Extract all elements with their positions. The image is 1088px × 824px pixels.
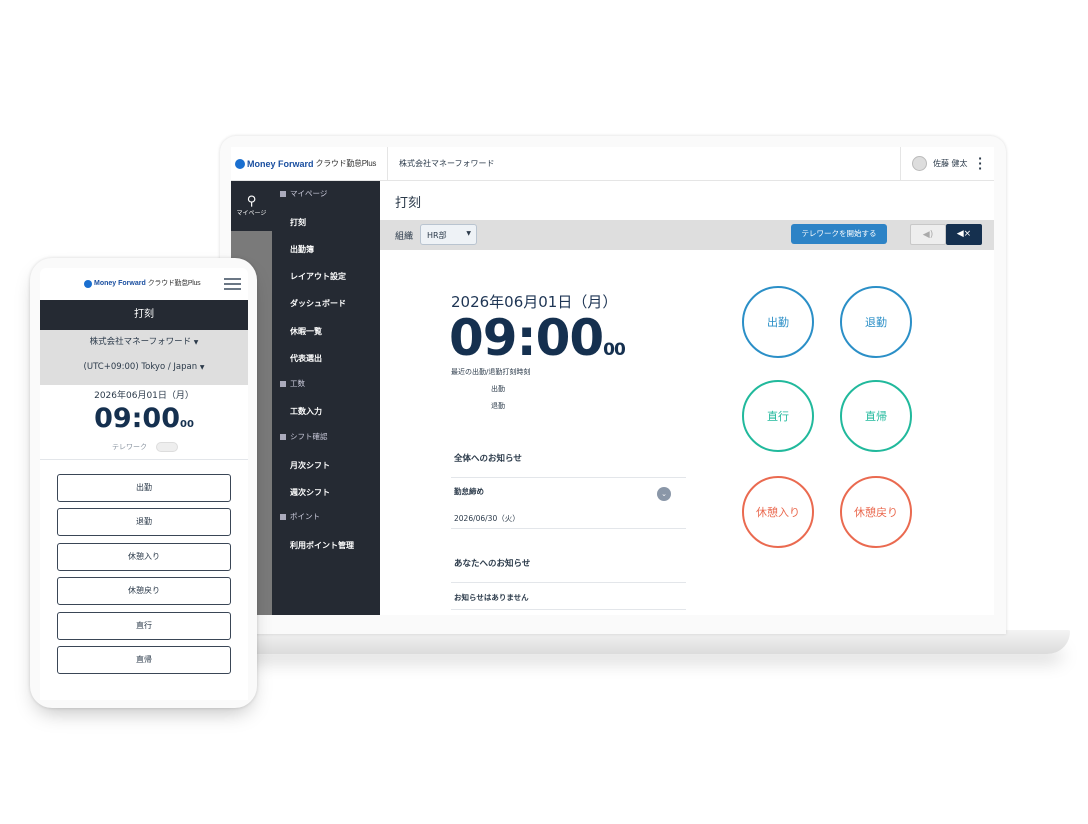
phone-punch-button[interactable]: 休憩入り: [57, 542, 231, 571]
page-title: 打刻: [395, 196, 422, 211]
laptop-base: [205, 630, 1070, 654]
app-header: Money Forward クラウド勤怠Plus 株式会社マネーフォワード 佐藤 …: [231, 147, 994, 181]
sidebar-item[interactable]: 月次シフト: [290, 461, 330, 470]
org-label: 組織: [395, 232, 414, 242]
time-seconds: 00: [603, 340, 626, 360]
current-time: 09:0000: [449, 313, 626, 375]
sidebar-item[interactable]: 代表選出: [290, 354, 322, 363]
logo-text: Money Forward: [94, 280, 146, 287]
sidebar-item[interactable]: 休暇一覧: [290, 327, 322, 336]
phone-punch-button[interactable]: 休憩戻り: [57, 577, 231, 606]
sidebar: マイページ 打刻 出勤簿 レイアウト設定 ダッシュボード 休暇一覧 代表選出 工…: [272, 181, 380, 615]
brand-logo[interactable]: Money Forward クラウド勤怠Plus: [235, 158, 376, 170]
phone-date: 2026年06月01日（月）: [94, 391, 194, 401]
sidebar-item[interactable]: 打刻: [290, 218, 306, 227]
sidebar-item[interactable]: 出勤簿: [290, 245, 314, 254]
sidebar-group[interactable]: ポイント: [280, 512, 320, 522]
phone-punch-button[interactable]: 直帰: [57, 646, 231, 674]
sidebar-item[interactable]: 週次シフト: [290, 488, 330, 497]
sidebar-item[interactable]: レイアウト設定: [290, 272, 346, 281]
org-select[interactable]: HR部: [420, 224, 477, 245]
expand-chevron-icon[interactable]: ⌄: [657, 487, 671, 501]
product-name: クラウド勤怠Plus: [315, 159, 377, 168]
notice-item-title[interactable]: 勤怠締め: [454, 487, 484, 496]
sidebar-item[interactable]: ダッシュボード: [290, 299, 346, 308]
product-name: クラウド勤怠Plus: [147, 280, 201, 287]
laptop-screen: Money Forward クラウド勤怠Plus 株式会社マネーフォワード 佐藤 …: [231, 147, 994, 615]
speaker-on-icon[interactable]: ◀): [910, 224, 946, 245]
phone-screen: Money Forward クラウド勤怠Plus 打刻 株式会社マネーフォワード …: [40, 268, 248, 700]
rail-label: マイページ: [236, 210, 267, 217]
punch-button[interactable]: 退勤: [840, 286, 912, 358]
org-bar: 組織 HR部 テレワークを開始する ◀) ◀×: [380, 220, 994, 250]
time-hm: 09:00: [449, 309, 604, 367]
phone-punch-button[interactable]: 直行: [57, 611, 231, 640]
punch-button[interactable]: 直帰: [840, 380, 912, 452]
phone-selectors: 株式会社マネーフォワード ▼ (UTC+09:00) Tokyo / Japan…: [40, 330, 248, 385]
user-avatar-icon[interactable]: [912, 156, 927, 171]
notices-all-title: 全体へのお知らせ: [454, 454, 522, 464]
user-name[interactable]: 佐藤 健太: [933, 159, 968, 168]
kebab-menu-icon[interactable]: · · ·: [978, 152, 983, 175]
recent-label: 最近の出勤/退勤打刻時刻: [451, 368, 531, 376]
notices-empty: お知らせはありません: [454, 593, 529, 602]
sidebar-group[interactable]: シフト確認: [280, 432, 328, 442]
phone-punch-button[interactable]: 退勤: [57, 508, 231, 537]
phone-title: 打刻: [40, 300, 248, 330]
telework-toggle[interactable]: [156, 442, 178, 452]
logo-mark-icon: [235, 159, 245, 169]
punch-button[interactable]: 休憩戻り: [840, 476, 912, 548]
punch-button[interactable]: 休憩入り: [742, 476, 814, 548]
telework-start-button[interactable]: テレワークを開始する: [791, 224, 887, 244]
company-name: 株式会社マネーフォワード: [399, 159, 495, 168]
sidebar-group[interactable]: マイページ: [280, 189, 327, 199]
telework-label: テレワーク: [112, 443, 147, 451]
phone-brand-logo[interactable]: Money Forward クラウド勤怠Plus: [84, 278, 201, 290]
phone-punch-button[interactable]: 出勤: [57, 474, 231, 502]
sidebar-item[interactable]: 工数入力: [290, 407, 322, 416]
timezone-select[interactable]: (UTC+09:00) Tokyo / Japan ▼: [83, 362, 205, 372]
time-seconds: 00: [180, 419, 194, 430]
sidebar-group[interactable]: 工数: [280, 379, 305, 389]
time-hm: 09:00: [94, 403, 181, 434]
rail-mypage[interactable]: ⚲ マイページ: [231, 181, 272, 231]
hamburger-menu-icon[interactable]: [224, 278, 241, 290]
sidebar-item[interactable]: 利用ポイント管理: [290, 541, 354, 550]
company-select[interactable]: 株式会社マネーフォワード ▼: [89, 337, 199, 347]
notice-item-date: 2026/06/30（火）: [454, 514, 520, 523]
current-date: 2026年06月01日（月）: [451, 293, 618, 311]
logo-mark-icon: [84, 280, 92, 288]
punch-button[interactable]: 出勤: [742, 286, 814, 358]
user-icon: ⚲: [246, 194, 257, 209]
recent-clock-in: 出勤: [491, 385, 505, 393]
speaker-mute-icon[interactable]: ◀×: [946, 224, 982, 245]
timezone-value: (UTC+09:00) Tokyo / Japan: [83, 362, 198, 372]
logo-text: Money Forward: [247, 159, 314, 169]
phone-time: 09:0000: [40, 404, 248, 440]
punch-button[interactable]: 直行: [742, 380, 814, 452]
company-value: 株式会社マネーフォワード: [89, 337, 192, 347]
recent-clock-out: 退勤: [491, 402, 505, 410]
notices-you-title: あなたへのお知らせ: [454, 559, 531, 569]
